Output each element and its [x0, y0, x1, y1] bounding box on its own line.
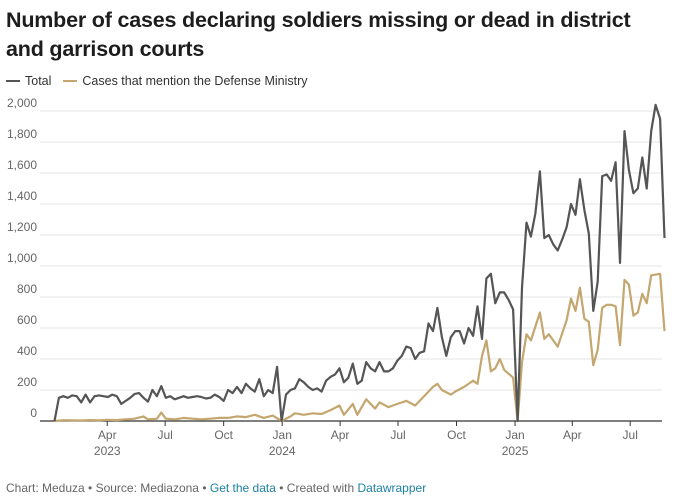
x-tick-label: Apr — [563, 428, 582, 442]
series-lines — [53, 103, 666, 423]
series-line-total — [53, 103, 666, 423]
footer: Chart: Meduza • Source: Mediazona • Get … — [6, 481, 426, 495]
y-tick-label: 400 — [17, 344, 37, 358]
legend-swatch-total — [6, 80, 20, 82]
legend: Total Cases that mention the Defense Min… — [6, 74, 320, 88]
x-tick-year-label: 2023 — [94, 444, 121, 458]
x-tick-label: Apr — [98, 428, 117, 442]
footer-separator: • — [275, 481, 287, 495]
y-tick-label: 200 — [17, 375, 37, 389]
y-tick-label: 2,000 — [7, 96, 37, 110]
legend-swatch-mod — [63, 80, 78, 82]
get-the-data-link[interactable]: Get the data — [209, 481, 276, 495]
x-tick-year-label: 2025 — [502, 444, 529, 458]
x-tick-label: Jul — [157, 428, 172, 442]
legend-item-total: Total — [6, 74, 51, 88]
legend-label-total: Total — [25, 74, 52, 88]
y-axis: 0 200 400 600 800 1,000 1,200 1,400 1,600 1,800 2,… — [7, 96, 37, 420]
line-chart: 0 200 400 600 800 1,000 1,200 1,400 1,600 1,800 2,… — [7, 96, 666, 458]
x-tick-label: Oct — [447, 428, 466, 442]
footer-source: Source: Mediazona — [95, 481, 199, 495]
footer-separator: • — [84, 481, 96, 495]
y-tick-label: 800 — [17, 282, 37, 296]
series-line-defense-ministry — [54, 272, 666, 423]
y-tick-label: 1,600 — [7, 158, 37, 172]
y-tick-label: 1,400 — [7, 189, 37, 203]
datawrapper-link[interactable]: Datawrapper — [357, 481, 427, 495]
x-axis: Apr 2023 Jul Oct Jan 2024 Apr Jul Oct Jan 2025 Apr J… — [94, 421, 638, 458]
y-tick-label: 1,200 — [7, 220, 37, 234]
x-tick-label: Jul — [623, 428, 638, 442]
footer-chart-credit: Chart: Meduza — [6, 481, 85, 495]
y-tick-label: 0 — [30, 406, 37, 420]
grid-lines — [40, 110, 662, 422]
x-tick-label: Jul — [390, 428, 405, 442]
y-tick-label: 600 — [17, 313, 37, 327]
y-tick-label: 1,000 — [7, 251, 37, 265]
footer-separator: • — [198, 481, 210, 495]
legend-label-mod: Cases that mention the Defense Ministry — [82, 74, 308, 88]
x-tick-label: Oct — [214, 428, 233, 442]
x-tick-label: Jan — [273, 428, 292, 442]
x-tick-label: Apr — [331, 428, 350, 442]
legend-item-mod: Cases that mention the Defense Ministry — [63, 74, 308, 88]
x-tick-label: Jan — [505, 428, 524, 442]
x-tick-year-label: 2024 — [269, 444, 296, 458]
footer-created: Created with — [286, 481, 358, 495]
chart-title: Number of cases declaring soldiers missi… — [6, 8, 631, 61]
y-tick-label: 1,800 — [7, 127, 37, 141]
